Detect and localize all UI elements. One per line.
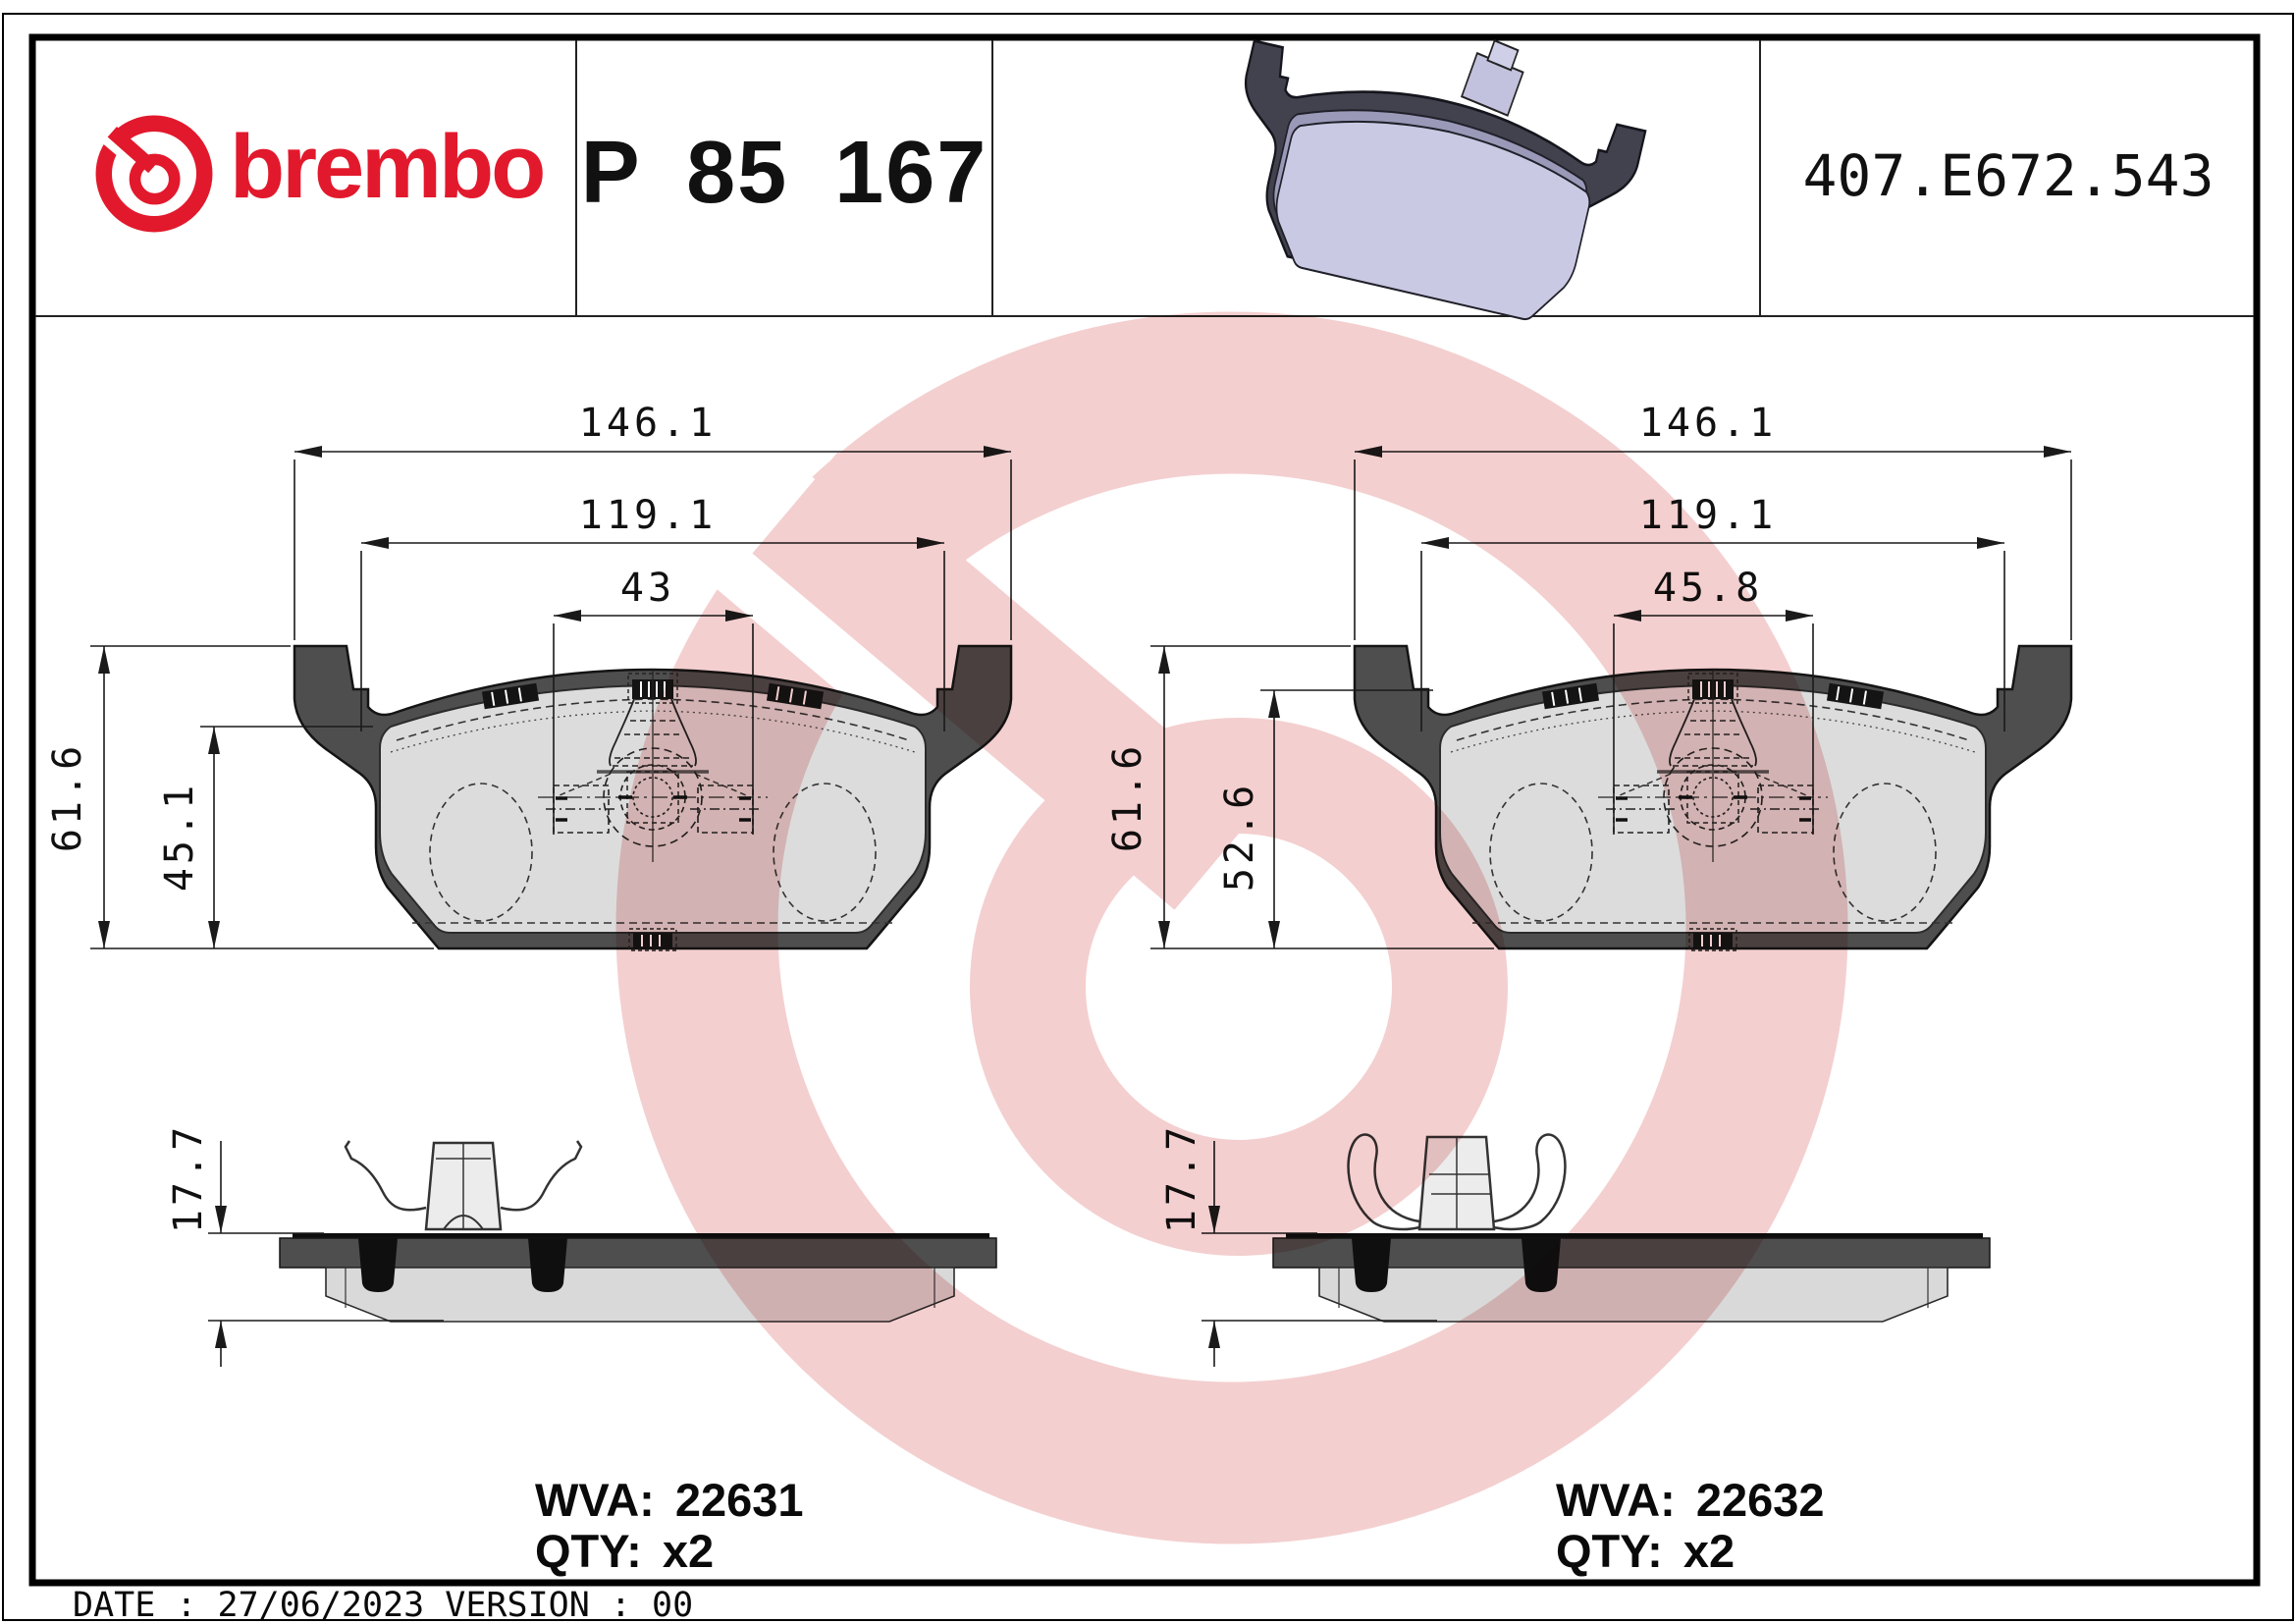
part-number: P 85 167	[580, 124, 988, 222]
dim-right-friction-height: 52.6	[1217, 782, 1262, 892]
date-version-line: DATE : 27/06/2023 VERSION : 00	[73, 1586, 694, 1624]
dim-left-inner-width: 119.1	[579, 493, 717, 538]
left-wva-label: WVA: 22631	[535, 1474, 804, 1526]
dim-right-thickness: 17.7	[1159, 1123, 1204, 1233]
right-spring-clip	[1347, 1133, 1567, 1231]
brake-pad-3d-render	[1207, 39, 1647, 331]
left-qty-label: QTY: x2	[535, 1525, 715, 1577]
left-pad-front-view	[293, 644, 1013, 952]
dim-right-width: 146.1	[1639, 401, 1777, 446]
right-pad-front-view	[1353, 644, 2073, 952]
dim-right-height: 61.6	[1105, 742, 1150, 852]
right-qty-label: QTY: x2	[1556, 1525, 1735, 1577]
dim-left-height: 61.6	[45, 742, 90, 852]
brand-wordmark: brembo	[230, 117, 546, 217]
dim-left-width: 146.1	[579, 401, 717, 446]
dim-right-inner-width: 119.1	[1639, 493, 1777, 538]
dim-left-thickness: 17.7	[166, 1123, 211, 1233]
right-wva-label: WVA: 22632	[1556, 1474, 1825, 1526]
dim-left-clip-span: 43	[620, 566, 675, 611]
reference-code: 407.E672.543	[1802, 142, 2215, 209]
left-spring-clip	[344, 1140, 583, 1231]
right-pad-bottom-view	[1272, 1133, 1991, 1323]
dim-left-friction-height: 45.1	[157, 782, 202, 892]
left-pad-bottom-view	[279, 1140, 997, 1323]
dim-right-clip-span: 45.8	[1653, 566, 1763, 611]
brembo-logo-icon	[94, 115, 213, 233]
